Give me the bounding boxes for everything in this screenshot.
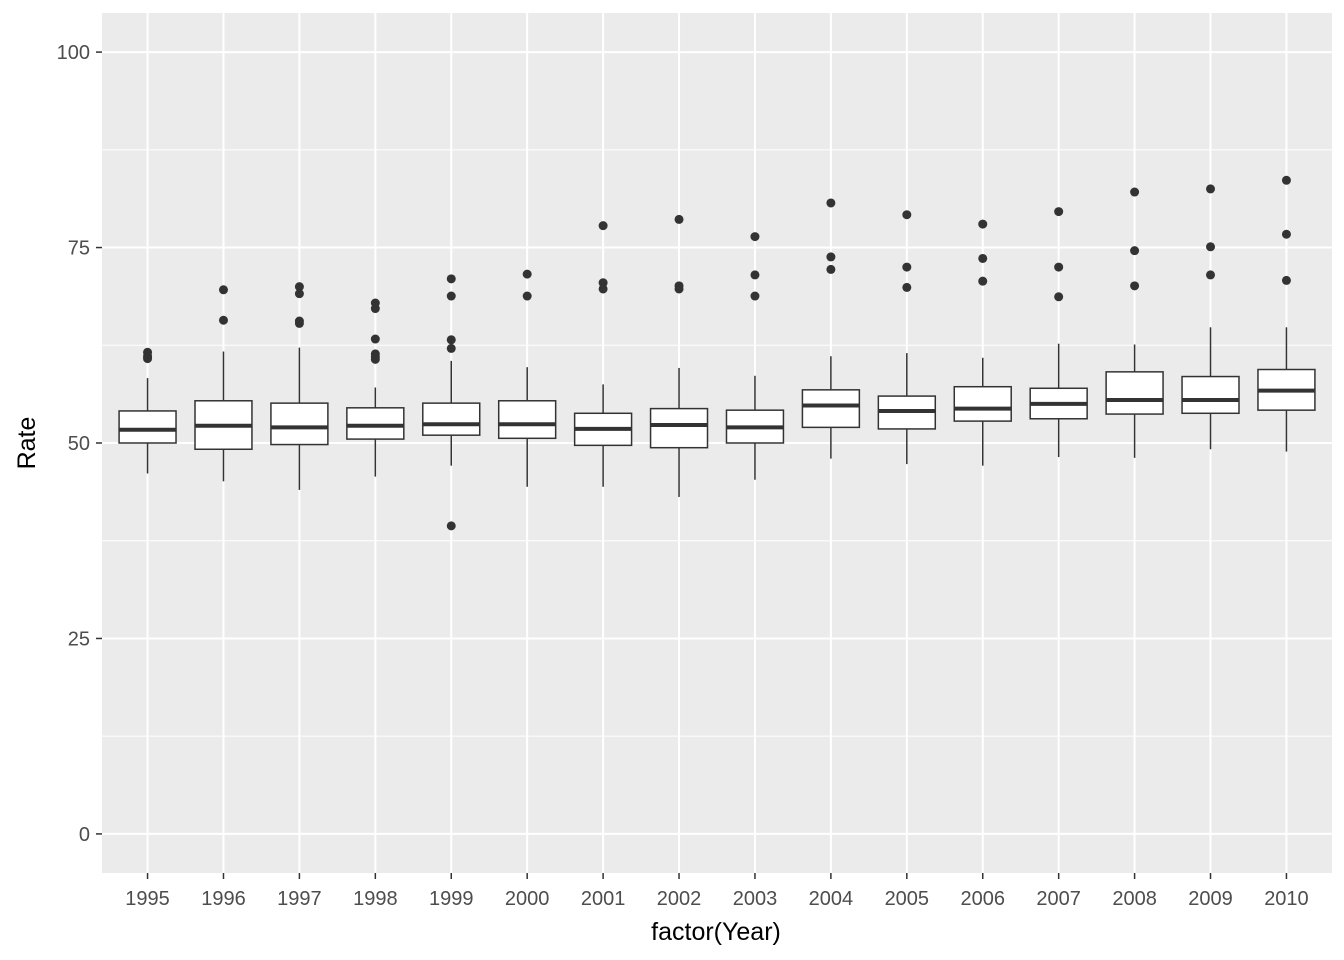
outlier-point bbox=[143, 354, 153, 364]
box-iqr bbox=[1181, 375, 1240, 415]
outlier-point bbox=[370, 354, 380, 364]
box-iqr bbox=[649, 407, 709, 449]
outlier-point bbox=[1206, 270, 1216, 280]
y-tick-label: 100 bbox=[57, 42, 90, 64]
outlier-point bbox=[598, 221, 608, 231]
outlier-point bbox=[294, 318, 304, 328]
box-iqr bbox=[118, 410, 177, 444]
outlier-point bbox=[522, 291, 532, 301]
outlier-point bbox=[978, 276, 988, 286]
y-tick-label: 75 bbox=[68, 238, 90, 260]
y-tick-label: 50 bbox=[68, 433, 90, 455]
box-iqr bbox=[953, 385, 1012, 422]
outlier-point bbox=[674, 214, 684, 224]
y-axis-title: Rate bbox=[13, 417, 41, 470]
x-tick-label: 2010 bbox=[1264, 888, 1309, 910]
outlier-point bbox=[902, 210, 912, 220]
box-iqr bbox=[346, 407, 405, 440]
box-1996 bbox=[194, 285, 253, 482]
x-tick-label: 2006 bbox=[960, 888, 1005, 910]
box-2000 bbox=[497, 269, 557, 487]
x-tick-label: 2009 bbox=[1188, 888, 1233, 910]
x-axis-ticks: 1995 1996 1997 1998 1999 2000 2001 2002 2003 2004… bbox=[125, 873, 1309, 910]
box-1998 bbox=[346, 298, 405, 477]
outlier-point bbox=[1281, 229, 1291, 239]
x-tick-label: 2002 bbox=[657, 888, 702, 910]
box-1999 bbox=[422, 274, 481, 531]
box-2001 bbox=[573, 221, 633, 487]
box-iqr bbox=[497, 400, 557, 440]
outlier-point bbox=[750, 232, 760, 242]
box-2006 bbox=[953, 219, 1012, 466]
y-axis-ticks: 0 25 50 75 100 bbox=[57, 42, 102, 846]
outlier-point bbox=[1206, 242, 1216, 252]
outlier-point bbox=[826, 252, 836, 262]
outlier-point bbox=[978, 219, 988, 229]
outlier-point bbox=[826, 198, 836, 208]
outlier-point bbox=[1130, 187, 1140, 197]
outlier-point bbox=[446, 335, 456, 345]
x-tick-label: 2005 bbox=[885, 888, 930, 910]
x-tick-label: 2001 bbox=[581, 888, 626, 910]
x-tick-label: 2003 bbox=[733, 888, 778, 910]
box-2008 bbox=[1105, 187, 1164, 458]
box-1995 bbox=[118, 347, 177, 474]
box-iqr bbox=[422, 402, 481, 436]
box-iqr bbox=[270, 402, 329, 446]
outlier-point bbox=[674, 284, 684, 294]
outlier-point bbox=[902, 262, 912, 272]
x-tick-label: 1997 bbox=[277, 888, 322, 910]
x-tick-label: 2000 bbox=[505, 888, 550, 910]
outlier-point bbox=[370, 334, 380, 344]
outlier-point bbox=[902, 282, 912, 292]
outlier-point bbox=[446, 521, 456, 531]
x-axis-title: factor(Year) bbox=[651, 918, 781, 946]
outlier-point bbox=[598, 284, 608, 294]
box-2004 bbox=[801, 198, 861, 459]
outlier-point bbox=[978, 253, 988, 263]
x-tick-label: 2008 bbox=[1112, 888, 1157, 910]
box-2007 bbox=[1029, 207, 1088, 458]
outlier-point bbox=[1206, 184, 1216, 194]
outlier-point bbox=[294, 282, 304, 292]
y-tick-label: 0 bbox=[79, 824, 90, 846]
box-2010 bbox=[1257, 175, 1316, 452]
x-tick-label: 1995 bbox=[125, 888, 170, 910]
box-2003 bbox=[725, 232, 785, 480]
outlier-point bbox=[446, 343, 456, 353]
outlier-point bbox=[750, 270, 760, 280]
outlier-point bbox=[522, 269, 532, 279]
outlier-point bbox=[750, 291, 760, 301]
outlier-point bbox=[446, 291, 456, 301]
outlier-point bbox=[294, 289, 304, 299]
x-tick-label: 1998 bbox=[353, 888, 398, 910]
outlier-point bbox=[218, 315, 228, 325]
y-tick-label: 25 bbox=[68, 628, 90, 650]
outlier-point bbox=[370, 304, 380, 314]
box-2002 bbox=[649, 214, 709, 497]
outlier-point bbox=[826, 264, 836, 274]
x-tick-label: 2004 bbox=[809, 888, 854, 910]
box-iqr bbox=[801, 389, 861, 429]
outlier-point bbox=[1054, 207, 1064, 217]
outlier-point bbox=[1130, 281, 1140, 291]
boxes-group bbox=[118, 175, 1316, 531]
outlier-point bbox=[1130, 246, 1140, 256]
outlier-point bbox=[1281, 175, 1291, 185]
outlier-point bbox=[1054, 292, 1064, 302]
box-iqr bbox=[1105, 371, 1164, 415]
outlier-point bbox=[1281, 275, 1291, 285]
box-2009 bbox=[1181, 184, 1240, 450]
outlier-point bbox=[218, 285, 228, 295]
x-tick-label: 2007 bbox=[1036, 888, 1081, 910]
outlier-point bbox=[598, 278, 608, 288]
box-1997 bbox=[270, 282, 329, 490]
box-2005 bbox=[877, 210, 937, 465]
outlier-point bbox=[446, 274, 456, 284]
outlier-point bbox=[1054, 262, 1064, 272]
x-tick-label: 1996 bbox=[201, 888, 246, 910]
x-tick-label: 1999 bbox=[429, 888, 474, 910]
